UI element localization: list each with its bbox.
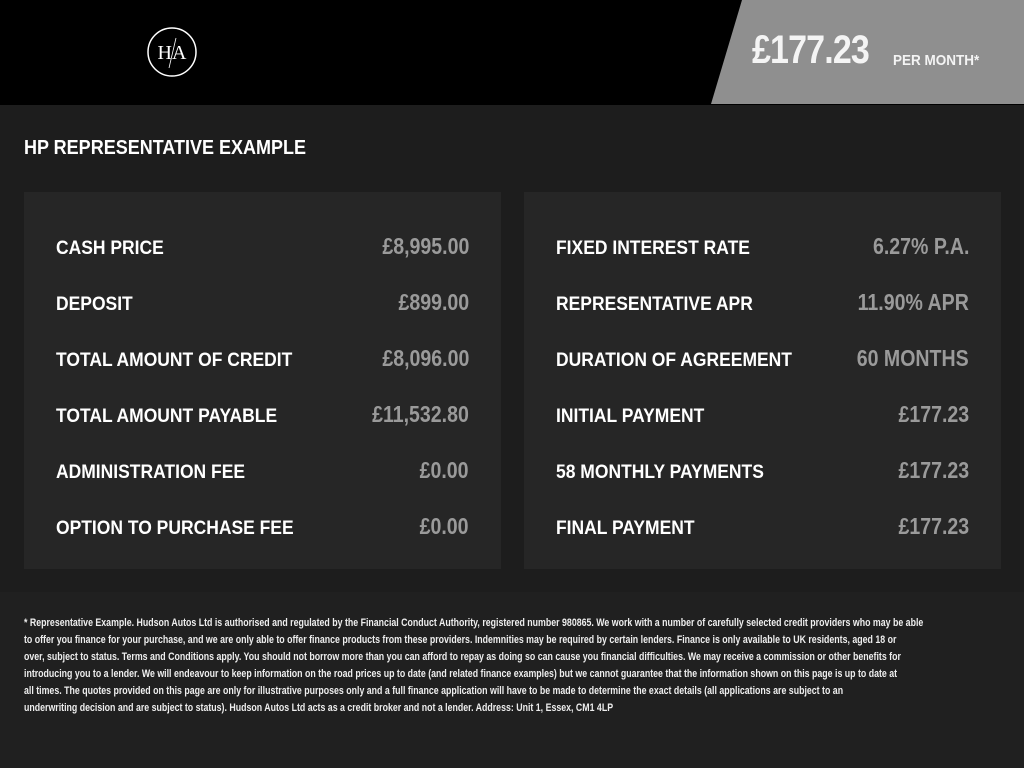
finance-value: £177.23 <box>898 400 969 427</box>
finance-value: £0.00 <box>420 512 469 539</box>
finance-value: £899.00 <box>398 288 469 315</box>
finance-panel-left: CASH PRICE £8,995.00 DEPOSIT £899.00 TOTAL A… <box>24 192 501 569</box>
finance-label: FINAL PAYMENT <box>556 518 695 539</box>
finance-label: INITIAL PAYMENT <box>556 406 705 427</box>
per-month-label: PER MONTH* <box>893 52 980 69</box>
finance-label: ADMINISTRATION FEE <box>56 462 246 483</box>
finance-row: TOTAL AMOUNT OF CREDIT £8,096.00 <box>56 330 469 386</box>
monthly-price: £177.23 <box>752 28 870 72</box>
finance-row: CASH PRICE £8,995.00 <box>56 218 469 274</box>
disclaimer-line: introducing you to a lender. We will end… <box>24 668 898 680</box>
disclaimer-line: * Representative Example. Hudson Autos L… <box>24 617 924 629</box>
disclaimer-line: to offer you finance for your purchase, … <box>24 634 897 646</box>
finance-value: £177.23 <box>898 512 969 539</box>
finance-row: OPTION TO PURCHASE FEE £0.00 <box>56 498 469 554</box>
disclaimer-line: underwriting decision and are subject to… <box>24 702 614 714</box>
finance-row: REPRESENTATIVE APR 11.90% APR <box>556 274 969 330</box>
finance-row: TOTAL AMOUNT PAYABLE £11,532.80 <box>56 386 469 442</box>
finance-label: REPRESENTATIVE APR <box>556 294 753 315</box>
finance-label: CASH PRICE <box>56 238 164 259</box>
disclaimer-line: all times. The quotes provided on this p… <box>24 685 844 697</box>
finance-row: DEPOSIT £899.00 <box>56 274 469 330</box>
finance-label: OPTION TO PURCHASE FEE <box>56 518 294 539</box>
finance-value: 60 MONTHS <box>857 344 969 371</box>
finance-label: 58 MONTHLY PAYMENTS <box>556 462 764 483</box>
finance-row: FINAL PAYMENT £177.23 <box>556 498 969 554</box>
finance-label: DEPOSIT <box>56 294 133 315</box>
finance-value: £177.23 <box>898 456 969 483</box>
finance-value: 6.27% P.A. <box>872 232 969 259</box>
finance-row: FIXED INTEREST RATE 6.27% P.A. <box>556 218 969 274</box>
finance-label: FIXED INTEREST RATE <box>556 238 750 259</box>
finance-value: £0.00 <box>420 456 469 483</box>
finance-row: ADMINISTRATION FEE £0.00 <box>56 442 469 498</box>
finance-panel-right: FIXED INTEREST RATE 6.27% P.A. REPRESENTAT… <box>524 192 1001 569</box>
finance-label: TOTAL AMOUNT OF CREDIT <box>56 350 293 371</box>
finance-row: DURATION OF AGREEMENT 60 MONTHS <box>556 330 969 386</box>
finance-value: £11,532.80 <box>372 400 469 427</box>
finance-value: £8,096.00 <box>382 344 469 371</box>
section-title: HP REPRESENTATIVE EXAMPLE <box>24 137 307 159</box>
disclaimer: * Representative Example. Hudson Autos L… <box>0 592 1024 768</box>
hudson-autos-logo[interactable]: HA <box>146 26 198 78</box>
disclaimer-line: over, subject to status. Terms and Condi… <box>24 651 901 663</box>
finance-row: INITIAL PAYMENT £177.23 <box>556 386 969 442</box>
monthly-price-badge <box>711 0 1024 104</box>
header-bar: HA £177.23 PER MONTH* <box>0 0 1024 105</box>
finance-label: TOTAL AMOUNT PAYABLE <box>56 406 278 427</box>
finance-row: 58 MONTHLY PAYMENTS £177.23 <box>556 442 969 498</box>
finance-value: £8,995.00 <box>382 232 469 259</box>
finance-value: 11.90% APR <box>857 288 969 315</box>
finance-label: DURATION OF AGREEMENT <box>556 350 792 371</box>
